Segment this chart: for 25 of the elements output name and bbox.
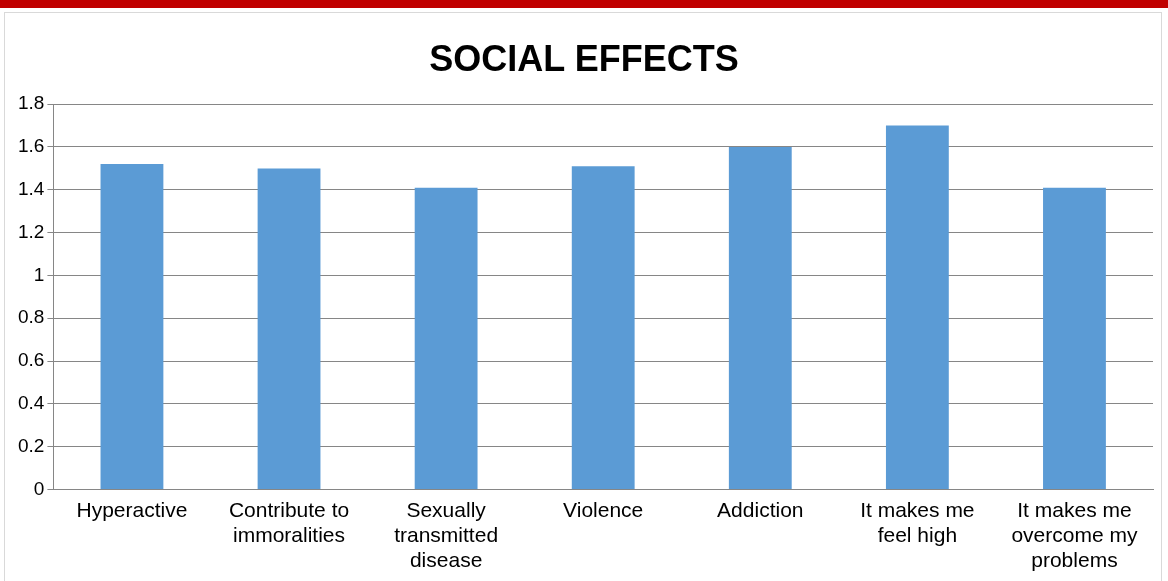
x-tick-label: Sexually transmitted disease bbox=[394, 497, 499, 572]
bar bbox=[1043, 187, 1106, 489]
bar bbox=[885, 125, 949, 489]
y-tick-label: 0 bbox=[33, 477, 45, 499]
y-tick-label: 0.2 bbox=[17, 434, 45, 456]
x-tick-label: It makes me feel high bbox=[860, 497, 975, 546]
y-tick-label: 1 bbox=[33, 263, 45, 285]
bar bbox=[414, 187, 478, 489]
x-tick-label: Violence bbox=[563, 497, 644, 521]
x-tick-label: Contribute to immoralities bbox=[228, 497, 350, 546]
bar bbox=[571, 166, 635, 489]
y-tick-label: 1.2 bbox=[17, 220, 45, 242]
y-tick-label: 1.4 bbox=[17, 178, 45, 200]
x-tick-label: It makes me overcome my problems bbox=[1011, 497, 1138, 572]
bar bbox=[257, 168, 321, 489]
x-tick-label: Addiction bbox=[717, 497, 804, 521]
y-tick-label: 0.6 bbox=[17, 349, 45, 371]
bar bbox=[100, 164, 164, 489]
bar bbox=[728, 147, 792, 489]
chart-title: SOCIAL EFFECTS bbox=[429, 37, 739, 79]
y-tick-label: 1.6 bbox=[17, 135, 45, 157]
y-tick-label: 0.4 bbox=[17, 392, 45, 414]
y-tick-label: 1.8 bbox=[17, 92, 45, 114]
y-tick-label: 0.8 bbox=[17, 306, 45, 328]
x-tick-label: Hyperactive bbox=[76, 497, 188, 521]
